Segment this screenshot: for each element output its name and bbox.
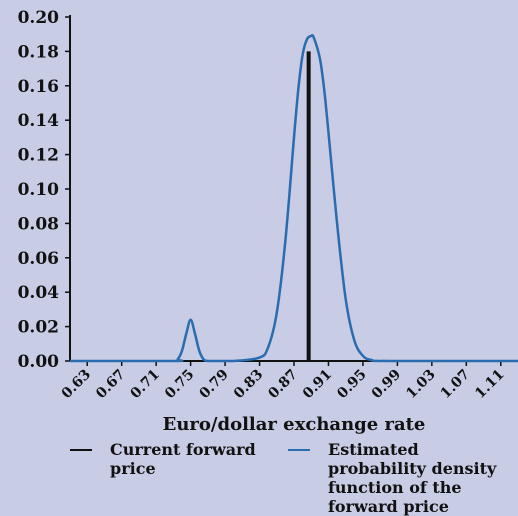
y-tick-label: 0.00 xyxy=(18,352,60,372)
y-tick-label: 0.08 xyxy=(18,214,59,234)
x-tick-label: 0.67 xyxy=(93,367,128,402)
density-line xyxy=(70,34,518,363)
series-layer xyxy=(70,34,518,363)
y-tick-label: 0.14 xyxy=(18,111,60,131)
x-tick-label: 1.07 xyxy=(438,367,473,402)
y-tick-label: 0.04 xyxy=(18,283,60,303)
legend-label-density: Estimated probability density function o… xyxy=(328,440,497,516)
x-tick-label: 0.63 xyxy=(59,367,94,402)
x-tick-label: 0.79 xyxy=(196,367,231,402)
y-tick-label: 0.06 xyxy=(18,249,59,269)
x-tick-label: 0.75 xyxy=(162,367,197,402)
x-tick-label: 1.03 xyxy=(403,367,438,402)
y-tick-label: 0.18 xyxy=(18,42,59,62)
y-tick-label: 0.02 xyxy=(18,318,59,338)
x-tick-label: 0.83 xyxy=(231,367,266,402)
y-tick-label: 0.10 xyxy=(18,180,60,200)
x-tick-label: 0.71 xyxy=(128,367,163,402)
y-tick-label: 0.12 xyxy=(18,146,59,166)
x-tick-label: 0.99 xyxy=(369,367,404,402)
legend-swatch-forward-price xyxy=(70,449,92,451)
x-tick-label: 1.11 xyxy=(472,367,507,402)
y-tick-label: 0.16 xyxy=(18,77,59,97)
y-axis: 0.00 0.02 0.04 0.06 0.08 0.10 0.12 0.14 0.16 0.18… xyxy=(18,8,71,372)
x-tick-label: 0.91 xyxy=(300,367,335,402)
x-tick-label: 0.87 xyxy=(265,367,300,402)
x-axis-title: Euro/dollar exchange rate xyxy=(163,414,426,435)
y-tick-label: 0.20 xyxy=(18,8,60,28)
legend-label-forward-price: Current forward price xyxy=(110,440,256,478)
x-tick-label: 0.95 xyxy=(334,367,369,402)
legend-swatch-density xyxy=(288,449,310,451)
x-axis: 0.63 0.67 0.71 0.75 0.79 0.83 0.87 0.91 0.95 0.99… xyxy=(59,360,518,402)
